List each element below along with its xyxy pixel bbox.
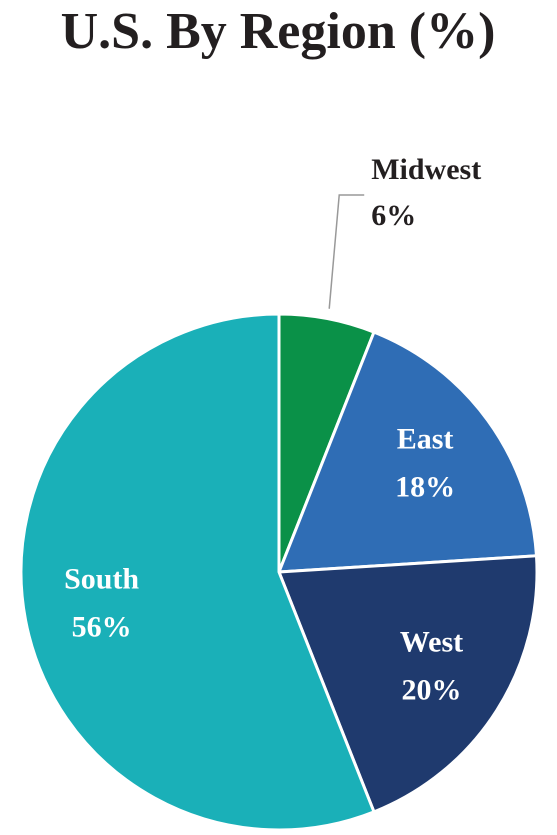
value-label: 56% bbox=[72, 611, 132, 644]
slice-label: South bbox=[64, 563, 139, 596]
value-label: 20% bbox=[401, 674, 461, 707]
pie-slice bbox=[276, 554, 539, 814]
slice-label: West bbox=[400, 626, 463, 659]
pie-slice bbox=[19, 312, 376, 832]
chart-title: U.S. By Region (%) bbox=[61, 3, 496, 60]
value-label: 18% bbox=[395, 471, 455, 504]
slice-label: East bbox=[397, 423, 454, 456]
value-label: 6% bbox=[371, 199, 416, 232]
pie-slice bbox=[276, 330, 539, 574]
slice-label: Midwest bbox=[371, 153, 481, 186]
leader-line bbox=[328, 194, 365, 309]
